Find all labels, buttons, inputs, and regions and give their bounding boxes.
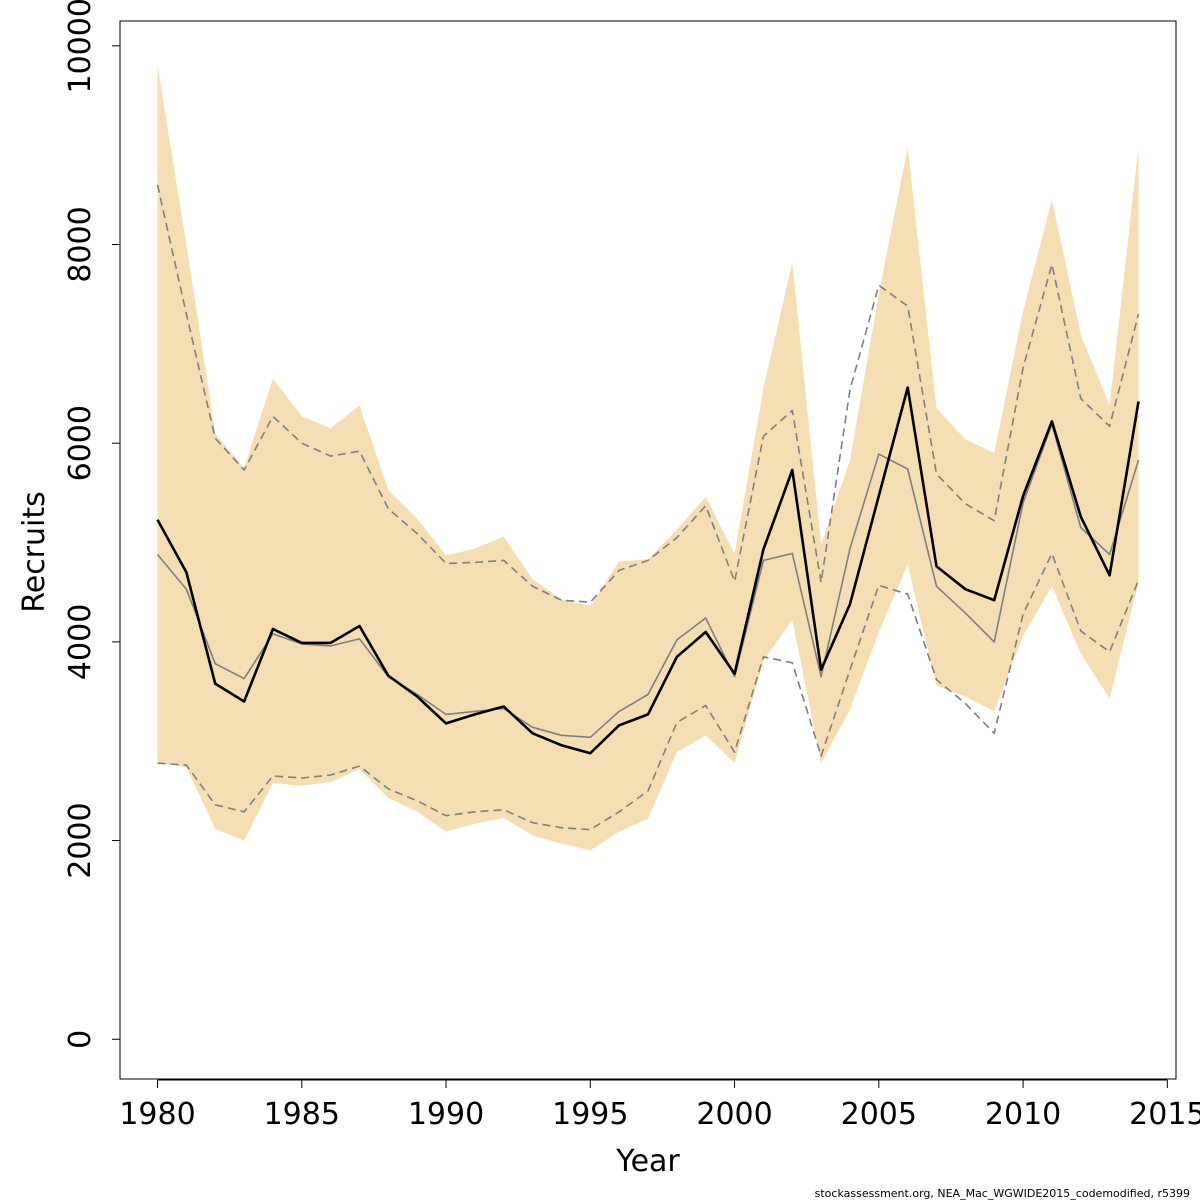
series-line-2 <box>156 184 1140 604</box>
y-axis-title: Recruits <box>17 491 52 613</box>
y-tick-label: 10000 <box>63 0 98 94</box>
x-tick-label: 2015 <box>1129 1097 1200 1132</box>
x-tick-label: 2010 <box>985 1097 1061 1132</box>
plot-area <box>156 65 1140 851</box>
x-tick-label: 2005 <box>841 1097 917 1132</box>
y-tick-label: 6000 <box>63 405 98 481</box>
series-line-0 <box>156 386 1140 755</box>
y-tick-label: 2000 <box>63 802 98 878</box>
x-tick-label: 1980 <box>119 1097 195 1132</box>
x-tick-label: 1995 <box>552 1097 628 1132</box>
y-tick-label: 8000 <box>63 206 98 282</box>
y-tick-label: 0 <box>63 1030 98 1049</box>
axes: 1980 1985 1990 1995 2000 2005 2010 2015 0 2000 400… <box>63 0 1200 1132</box>
x-axis-title: Year <box>615 1144 680 1179</box>
y-tick-label: 4000 <box>63 604 98 680</box>
x-tick-label: 2000 <box>696 1097 772 1132</box>
series-line-3 <box>157 552 1140 831</box>
x-tick-label: 1990 <box>408 1097 484 1132</box>
series-line-1 <box>156 423 1140 739</box>
footer-note: stockassessment.org, NEA_Mac_WGWIDE2015_… <box>815 1187 1190 1200</box>
confidence-band <box>157 65 1139 851</box>
x-tick-label: 1985 <box>264 1097 340 1132</box>
